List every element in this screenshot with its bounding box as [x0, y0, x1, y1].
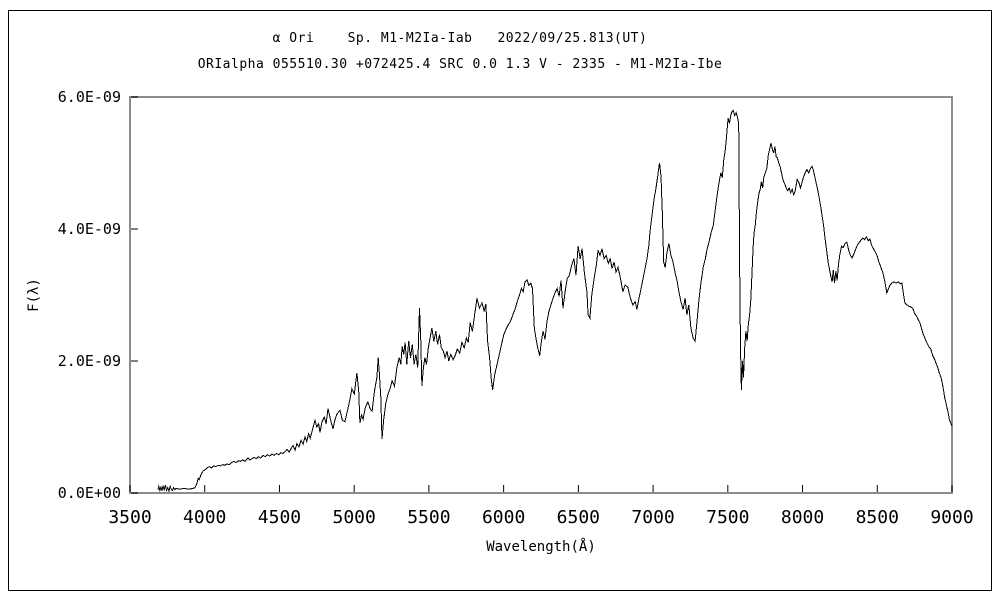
x-tick-label: 8000 [781, 507, 824, 528]
x-tick-label: 6500 [557, 507, 600, 528]
y-tick-label: 2.0E-09 [58, 352, 121, 370]
chart-title-line1: α Ori Sp. M1-M2Ia-Iab 2022/09/25.813(UT) [273, 31, 648, 46]
x-tick-label: 9000 [930, 507, 973, 528]
x-axis-ticks: 3500 4000 4500 5000 5500 6000 6500 7000 7500 8000… [108, 485, 974, 528]
x-axis-label: Wavelength(Å) [486, 538, 596, 555]
x-tick-label: 4000 [183, 507, 226, 528]
figure-border [8, 10, 992, 591]
y-tick-label: 4.0E-09 [58, 220, 121, 238]
y-axis-label: F(λ) [26, 278, 42, 312]
x-tick-label: 4500 [258, 507, 301, 528]
plot-frame [129, 96, 953, 494]
y-axis-ticks: 0.0E+00 2.0E-09 4.0E-09 6.0E-09 [58, 88, 138, 502]
x-tick-label: 6000 [482, 507, 525, 528]
x-tick-label: 8500 [856, 507, 899, 528]
x-tick-label: 5000 [333, 507, 376, 528]
spectrum-line [157, 109, 953, 493]
chart-title-line2: ORIalpha 055510.30 +072425.4 SRC 0.0 1.3… [198, 57, 723, 72]
x-tick-label: 7000 [631, 507, 674, 528]
y-tick-label: 6.0E-09 [58, 88, 121, 106]
x-tick-label: 3500 [108, 507, 151, 528]
y-tick-label: 0.0E+00 [58, 484, 121, 502]
x-tick-label: 5500 [407, 507, 450, 528]
x-tick-label: 7500 [706, 507, 749, 528]
